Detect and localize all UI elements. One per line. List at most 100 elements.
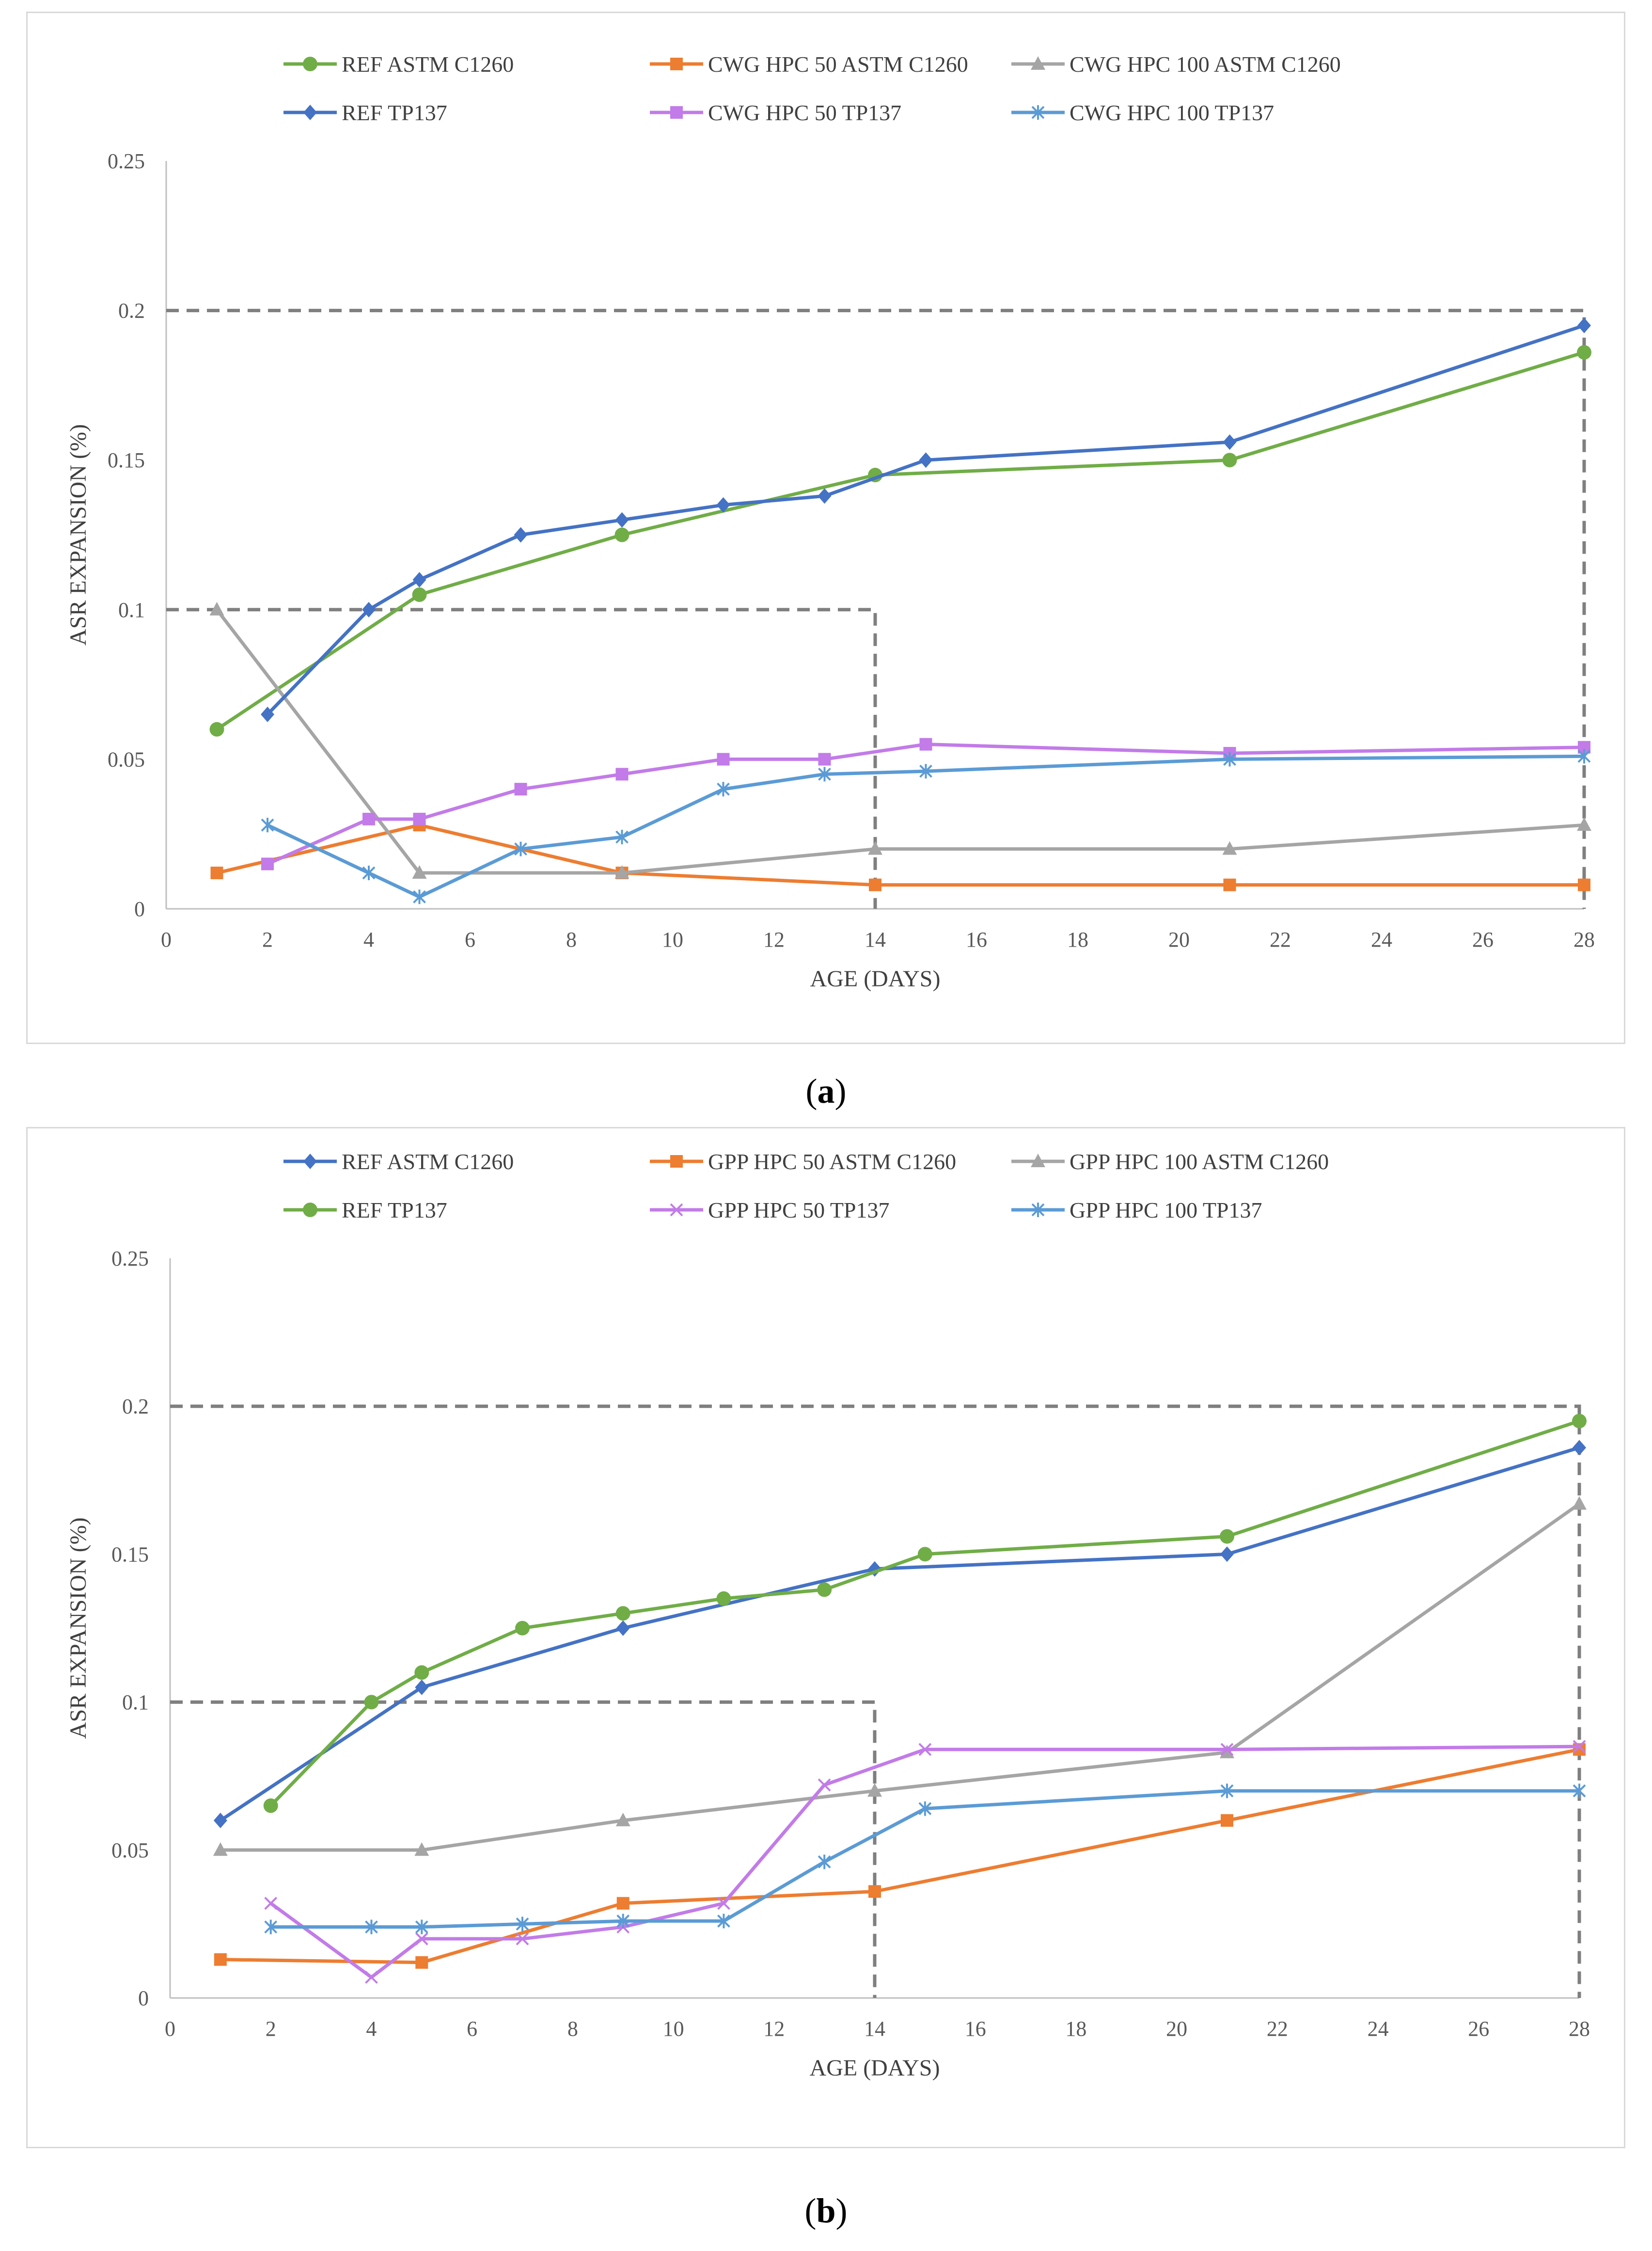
data-point — [1577, 317, 1591, 333]
data-point — [415, 1932, 428, 1946]
x-tick-label: 12 — [763, 928, 785, 951]
x-tick-label: 4 — [363, 928, 374, 951]
x-tick-label: 24 — [1371, 928, 1392, 951]
data-point — [264, 1919, 278, 1934]
data-point — [616, 1914, 630, 1929]
data-point — [1577, 345, 1591, 360]
series-line-ref-tp137 — [269, 1419, 1580, 1807]
legend-marker — [1031, 56, 1045, 70]
chart-panel-b: 0 0.05 0.1 0.15 0.2 0.25 0 2 4 6 8 10 12 14 16 18 20 22 24… — [26, 1127, 1625, 2148]
x-tick-label: 2 — [262, 928, 273, 951]
legend-label: CWG HPC 50 TP137 — [708, 100, 901, 125]
series-line-gpp-hpc-100-tp137 — [270, 1789, 1579, 1929]
data-point — [1222, 841, 1237, 855]
x-tick-label: 6 — [465, 928, 475, 951]
x-tick-label: 22 — [1267, 2017, 1288, 2041]
data-point — [514, 783, 527, 796]
y-tick-label: 0.15 — [108, 448, 145, 472]
x-tick-label: 8 — [567, 2017, 578, 2041]
legend-label: REF TP137 — [342, 100, 447, 125]
series-line-gpp-hpc-50-tp137 — [269, 1744, 1580, 1979]
data-point — [261, 857, 274, 871]
data-point — [412, 572, 426, 588]
x-tick-label: 18 — [1067, 928, 1088, 951]
legend-entry-cwg-hpc-50-astm-c1260: CWG HPC 50 ASTM C1260 — [650, 52, 968, 77]
data-point — [817, 1582, 832, 1597]
data-point — [867, 1783, 882, 1797]
y-tick-label: 0 — [138, 1986, 149, 2010]
x-tick-label: 24 — [1368, 2017, 1389, 2041]
limit-line-2 — [166, 309, 1586, 909]
data-point — [1220, 1546, 1234, 1562]
series-line-ref-astm-c1260 — [216, 350, 1585, 731]
series-gpp-hpc-100-astm-c1260 — [213, 1496, 1587, 1856]
data-point — [514, 841, 527, 856]
data-point — [917, 1547, 932, 1562]
series-line-cwg-hpc-100-tp137 — [267, 754, 1585, 899]
legend-entry-cwg-hpc-100-astm-c1260: CWG HPC 100 ASTM C1260 — [1011, 52, 1341, 77]
data-point — [614, 527, 629, 542]
series-line-ref-astm-c1260 — [219, 1446, 1580, 1822]
data-point — [514, 527, 528, 543]
legend-marker — [303, 1203, 317, 1217]
data-point — [1573, 1740, 1586, 1753]
legend-entry-gpp-hpc-50-tp137: GPP HPC 50 TP137 — [650, 1198, 890, 1222]
series-gpp-hpc-100-tp137 — [264, 1783, 1586, 1934]
legend-marker — [670, 58, 683, 70]
legend-label: GPP HPC 50 ASTM C1260 — [708, 1149, 956, 1174]
chart-a: 00.050.10.150.20.250 2 4 6 8 10 12 14 16 18 20 22 24… — [65, 52, 1595, 992]
x-tick-label: 16 — [966, 928, 987, 951]
data-point — [615, 512, 629, 528]
data-point — [868, 841, 882, 855]
series-line-cwg-hpc-100-astm-c1260 — [215, 608, 1585, 875]
data-point — [261, 818, 274, 833]
x-tick-label: 14 — [864, 2017, 885, 2041]
data-point — [210, 866, 223, 879]
series-cwg-hpc-100-tp137 — [261, 749, 1591, 904]
y-tick-label: 0.05 — [108, 747, 145, 771]
series-line-ref-tp137 — [266, 324, 1585, 716]
data-point — [716, 497, 730, 513]
legend-label: GPP HPC 50 TP137 — [708, 1198, 890, 1222]
series-gpp-hpc-50-astm-c1260 — [214, 1743, 1586, 1969]
x-tick-label: 26 — [1468, 2017, 1489, 2041]
series-cwg-hpc-50-tp137 — [261, 738, 1590, 871]
data-point — [414, 1842, 429, 1856]
y-tick-label: 0.2 — [118, 299, 145, 323]
x-tick-label: 20 — [1168, 928, 1190, 951]
data-point — [209, 722, 224, 737]
data-point — [615, 1812, 630, 1826]
series-cwg-hpc-50-astm-c1260 — [210, 819, 1590, 891]
legend-entry-ref-tp137: REF TP137 — [283, 1198, 447, 1222]
subfigure-label-a: (a) — [805, 1072, 847, 1110]
y-tick-label: 0.1 — [118, 598, 145, 622]
data-point — [818, 1778, 831, 1791]
legend-marker — [303, 1154, 317, 1169]
data-point — [869, 878, 881, 891]
series-line-gpp-hpc-100-astm-c1260 — [220, 1502, 1581, 1852]
limit-line-2 — [170, 1404, 1581, 1998]
legend-label: REF ASTM C1260 — [342, 1149, 514, 1174]
data-point — [1573, 1440, 1586, 1456]
data-point — [1221, 1814, 1233, 1827]
series-line-cwg-hpc-50-astm-c1260 — [216, 823, 1584, 887]
legend-label: GPP HPC 100 TP137 — [1070, 1198, 1262, 1222]
data-point — [1577, 817, 1591, 831]
x-tick-label: 6 — [467, 2017, 477, 2041]
y-tick-label: 0.25 — [108, 149, 145, 173]
data-point — [364, 1695, 379, 1710]
data-point — [616, 1620, 630, 1636]
data-point — [415, 1956, 428, 1969]
legend-marker — [1031, 1203, 1045, 1217]
data-point — [362, 602, 376, 618]
legend-marker — [1031, 105, 1045, 120]
data-point — [1222, 453, 1237, 468]
data-point — [717, 1914, 730, 1929]
data-point — [414, 1665, 429, 1680]
data-point — [1223, 434, 1237, 450]
legend-entry-gpp-hpc-100-tp137: GPP HPC 100 TP137 — [1011, 1198, 1262, 1222]
chart-b: 00.050.10.150.20.250 2 4 6 8 10 12 14 16 18 20 22 24… — [65, 1149, 1590, 2081]
data-point — [615, 768, 629, 781]
data-point — [919, 452, 933, 468]
x-tick-label: 26 — [1472, 928, 1494, 951]
